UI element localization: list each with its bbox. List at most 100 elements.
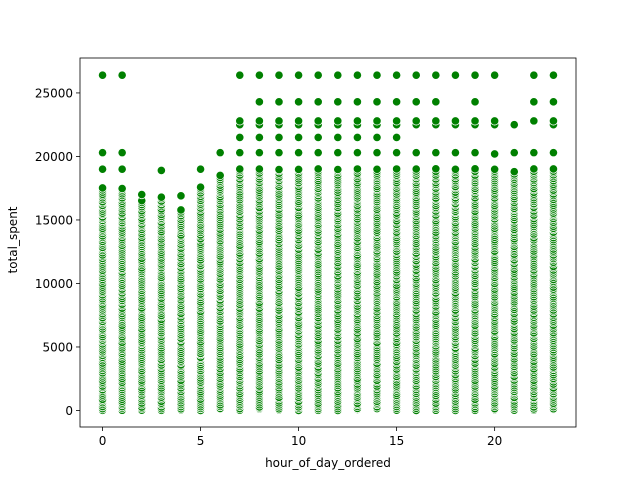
data-point	[313, 70, 323, 80]
data-point	[333, 148, 343, 158]
y-tick-label: 20000	[35, 150, 73, 164]
data-point	[411, 148, 421, 158]
data-point	[352, 97, 363, 107]
data-point	[548, 116, 559, 126]
data-point	[254, 97, 264, 107]
x-tick-label: 20	[487, 434, 502, 448]
data-point	[529, 116, 539, 126]
points-layer	[97, 70, 559, 416]
data-point	[352, 132, 363, 142]
x-tick-label: 15	[389, 434, 404, 448]
data-point	[195, 164, 206, 174]
data-point	[372, 70, 382, 80]
data-point	[274, 132, 284, 142]
data-point	[548, 164, 559, 174]
data-point	[117, 183, 127, 194]
data-point	[156, 165, 166, 176]
x-tick-label: 0	[99, 434, 107, 448]
data-point	[235, 148, 245, 158]
data-point	[431, 164, 441, 174]
data-point	[529, 70, 539, 80]
data-point	[274, 116, 284, 126]
data-point	[254, 70, 264, 80]
data-point	[333, 164, 343, 175]
data-point	[235, 70, 245, 80]
data-point	[490, 164, 500, 174]
data-point	[274, 164, 284, 175]
plot-frame	[79, 57, 577, 428]
data-point	[431, 97, 441, 107]
data-point	[372, 116, 382, 126]
data-point	[450, 116, 461, 126]
y-tick-label: 0	[65, 404, 73, 418]
data-point	[195, 182, 206, 192]
x-tick-label: 10	[291, 434, 306, 448]
data-point	[490, 116, 500, 126]
data-point	[274, 97, 284, 107]
data-point	[470, 116, 480, 126]
data-point	[97, 183, 108, 193]
data-point	[274, 148, 284, 158]
data-point	[333, 70, 343, 80]
data-point	[313, 164, 323, 174]
data-point	[392, 116, 402, 126]
data-point	[333, 132, 343, 142]
data-point	[313, 132, 323, 142]
data-point	[548, 97, 559, 107]
data-point	[254, 148, 264, 158]
data-point	[352, 148, 363, 158]
data-point	[352, 70, 363, 80]
data-point	[529, 148, 539, 158]
data-point	[411, 164, 421, 174]
data-point	[293, 132, 304, 142]
data-point	[431, 116, 441, 126]
y-tick-label: 25000	[35, 86, 73, 100]
data-point	[392, 148, 402, 158]
data-point	[313, 116, 323, 126]
data-point	[313, 97, 323, 107]
data-point	[97, 164, 108, 174]
data-point	[450, 70, 461, 80]
data-point	[431, 70, 441, 80]
data-point	[411, 97, 421, 107]
data-point	[392, 164, 402, 174]
data-point	[117, 70, 127, 80]
data-point	[509, 120, 519, 130]
data-point	[470, 148, 480, 158]
data-point	[293, 116, 304, 126]
data-point	[372, 148, 382, 158]
data-point	[529, 164, 539, 174]
data-point	[215, 170, 225, 180]
data-point	[235, 116, 245, 126]
data-point	[176, 191, 186, 201]
data-point	[509, 148, 519, 158]
data-point	[235, 164, 245, 174]
data-point	[254, 164, 264, 174]
data-point	[254, 132, 264, 142]
y-tick-label: 10000	[35, 277, 73, 291]
data-point	[97, 148, 108, 158]
data-point	[548, 70, 559, 80]
data-point	[392, 70, 402, 80]
data-point	[411, 116, 421, 126]
data-point	[509, 167, 519, 177]
data-point	[97, 70, 108, 80]
data-point	[117, 148, 127, 158]
data-point	[392, 97, 402, 107]
data-point	[235, 132, 245, 142]
data-point	[548, 148, 559, 158]
data-point	[333, 116, 343, 126]
data-point	[490, 149, 500, 159]
data-point	[450, 148, 461, 158]
data-point	[293, 164, 304, 175]
data-point	[392, 132, 402, 142]
data-point	[411, 70, 421, 80]
data-point	[470, 97, 480, 107]
data-point	[117, 164, 127, 174]
data-point	[333, 97, 343, 107]
data-point	[176, 205, 186, 215]
data-point	[293, 70, 304, 80]
data-point	[470, 70, 480, 80]
